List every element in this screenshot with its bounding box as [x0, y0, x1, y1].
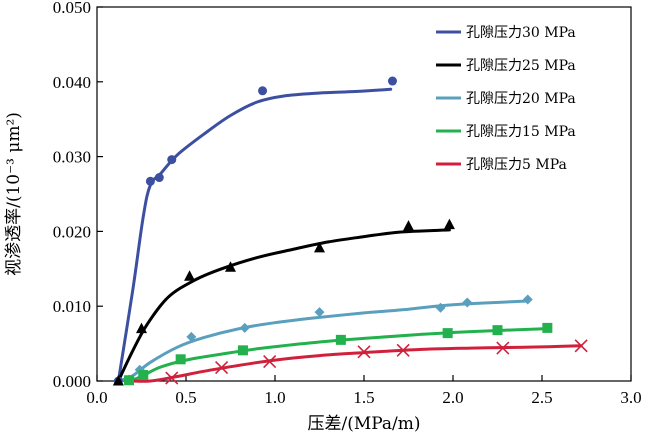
data-point-s4-p4	[396, 343, 410, 357]
data-point-s4-p2	[263, 354, 277, 369]
data-point-s1-p3	[225, 261, 236, 272]
legend-label-1: 孔隙压力25 MPa	[466, 58, 576, 74]
data-point-s0-p1	[145, 176, 155, 186]
x-tick-label: 2.0	[442, 388, 463, 407]
fit-lines	[116, 87, 583, 383]
data-point-s0-p3	[167, 155, 177, 165]
x-axis-title: 压差/(MPa/m)	[307, 414, 420, 434]
y-tick-label: 0.010	[53, 297, 91, 316]
x-tick-label: 1.0	[264, 388, 285, 407]
legend-label-3: 孔隙压力15 MPa	[466, 124, 576, 140]
x-tick-label: 2.5	[531, 388, 552, 407]
data-point-s4-p1	[215, 360, 229, 375]
ticks: 0.0 0.5 1.0 1.5 2.0 2.5 3.0 0.000 0.010 0.020 0.03…	[53, 0, 642, 407]
data-point-s3-p6	[492, 325, 503, 336]
data-point-s1-p6	[443, 218, 455, 230]
data-point-s2-p4	[314, 307, 325, 318]
y-tick-label: 0.030	[53, 148, 91, 167]
data-point-s3-p4	[335, 334, 346, 345]
data-point-s3-p0	[124, 375, 135, 386]
legend-label-2: 孔隙压力20 MPa	[466, 91, 576, 107]
data-point-s2-p5	[435, 302, 446, 313]
x-tick-label: 3.0	[620, 388, 641, 407]
data-point-s4-p2-stroke	[263, 354, 277, 369]
data-point-s1-p0	[112, 375, 124, 386]
x-tick-label: 0.0	[86, 388, 107, 407]
data-point-s4-p0-stroke	[165, 371, 179, 385]
data-point-s1-p2	[184, 270, 196, 281]
data-point-s1-p1	[136, 322, 147, 334]
data-point-s4-p5	[496, 341, 510, 355]
y-tick-label: 0.050	[53, 0, 91, 17]
y-tick-label: 0.000	[53, 372, 91, 391]
series-line-1	[116, 228, 451, 383]
data-point-s0-p5	[387, 76, 397, 86]
x-tick-label: 1.5	[353, 388, 374, 407]
series-line-4	[131, 344, 583, 383]
data-point-s0-p2	[154, 173, 164, 183]
data-point-s3-p7	[542, 322, 553, 333]
data-point-s3-p1	[138, 370, 149, 381]
data-point-s2-p2	[186, 331, 197, 342]
data-point-s1-p4	[314, 241, 325, 253]
y-axis-title: 视渗透率/(10⁻³ μm²)	[4, 112, 24, 276]
y-tick-label: 0.020	[53, 222, 91, 241]
data-point-s4-p0	[165, 371, 179, 385]
data-point-s2-p7	[522, 294, 533, 305]
data-point-s2-p3	[239, 322, 250, 333]
data-point-s0-p4	[258, 86, 268, 96]
data-point-s2-p6	[462, 297, 473, 308]
legend-label-0: 孔隙压力30 MPa	[466, 25, 576, 41]
data-point-s4-p6-stroke	[574, 339, 588, 353]
data-points	[112, 76, 588, 386]
data-point-s4-p6	[574, 339, 588, 353]
legend: 孔隙压力30 MPa 孔隙压力25 MPa 孔隙压力20 MPa 孔隙压力15 MPa…	[436, 25, 576, 173]
legend-label-4: 孔隙压力5 MPa	[466, 157, 567, 173]
x-tick-label: 0.5	[175, 388, 196, 407]
data-point-s4-p5-stroke	[496, 341, 510, 355]
data-point-s3-p3	[237, 345, 248, 356]
series-line-2	[116, 299, 530, 383]
data-point-s4-p3-stroke	[357, 345, 371, 359]
series-line-3	[127, 327, 549, 383]
series-line-0	[116, 87, 393, 383]
data-point-s3-p2	[175, 354, 186, 365]
y-tick-label: 0.040	[53, 73, 91, 92]
data-point-s4-p3	[357, 345, 371, 359]
data-point-s1-p5	[403, 220, 414, 231]
data-point-s4-p4-stroke	[396, 343, 410, 357]
data-point-s4-p1-stroke	[215, 360, 229, 375]
data-point-s3-p5	[442, 328, 453, 339]
